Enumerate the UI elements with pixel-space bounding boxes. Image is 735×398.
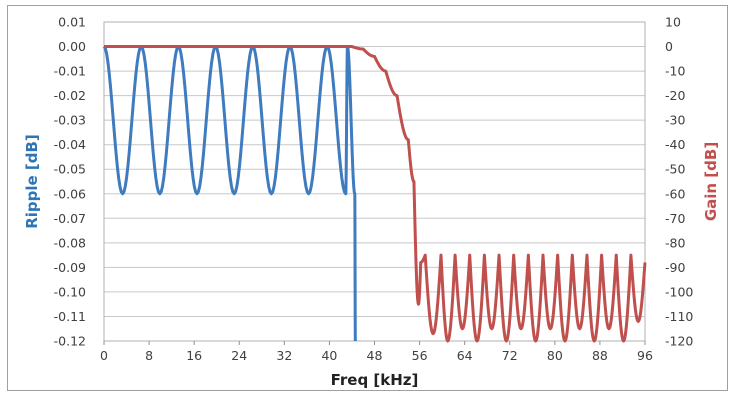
- left-tick-label: -0.04: [54, 137, 86, 152]
- left-axis-title: Ripple [dB]: [23, 134, 41, 229]
- right-tick-label: 0: [665, 39, 673, 54]
- x-axis-title: Freq [kHz]: [331, 371, 419, 389]
- right-tick-label: -10: [665, 64, 685, 79]
- x-axis-ticks: 0 8 16 24 32 40 48 56 64 72 80 88 96: [100, 341, 653, 363]
- left-tick-label: -0.12: [54, 334, 86, 349]
- x-tick-label: 24: [231, 348, 247, 363]
- left-tick-label: -0.08: [54, 235, 86, 250]
- left-tick-label: -0.11: [54, 309, 86, 324]
- right-tick-label: -50: [665, 162, 685, 177]
- right-axis-ticks: 10 0 -10 -20 -30 -40 -50 -60 -70 -80 -90 -100 -110 -1…: [665, 15, 693, 349]
- right-tick-label: 10: [665, 15, 681, 30]
- right-tick-label: -120: [665, 334, 693, 349]
- x-tick-label: 96: [637, 348, 653, 363]
- left-tick-label: -0.03: [54, 113, 86, 128]
- left-tick-label: 0.00: [58, 39, 86, 54]
- right-tick-label: -30: [665, 113, 685, 128]
- x-tick-label: 40: [321, 348, 337, 363]
- right-axis-title: Gain [dB]: [702, 142, 720, 221]
- left-tick-label: -0.07: [54, 211, 86, 226]
- right-tick-label: -70: [665, 211, 685, 226]
- right-tick-label: -20: [665, 88, 685, 103]
- right-tick-label: -80: [665, 235, 685, 250]
- x-tick-label: 56: [412, 348, 428, 363]
- x-tick-label: 8: [145, 348, 153, 363]
- left-tick-label: 0.01: [58, 15, 86, 30]
- right-tick-label: -60: [665, 186, 685, 201]
- series-layer: [102, 45, 647, 343]
- right-tick-label: -100: [665, 284, 693, 299]
- left-axis-ticks: 0.01 0.00 -0.01 -0.02 -0.03 -0.04 -0.05 -0.06 -0…: [54, 15, 86, 349]
- x-tick-label: 80: [547, 348, 563, 363]
- x-tick-label: 64: [457, 348, 473, 363]
- gain-line: [104, 45, 647, 343]
- x-tick-label: 16: [186, 348, 202, 363]
- right-tick-label: -110: [665, 309, 693, 324]
- x-tick-label: 88: [592, 348, 608, 363]
- left-tick-label: -0.09: [54, 260, 86, 275]
- right-tick-label: -40: [665, 137, 685, 152]
- x-tick-label: 32: [276, 348, 292, 363]
- left-tick-label: -0.02: [54, 88, 86, 103]
- x-tick-label: 48: [367, 348, 383, 363]
- grid: [104, 21, 645, 342]
- plot-area: [103, 21, 646, 342]
- right-tick-label: -90: [665, 260, 685, 275]
- left-tick-label: -0.06: [54, 186, 86, 201]
- x-tick-label: 72: [502, 348, 518, 363]
- left-tick-label: -0.01: [54, 64, 86, 79]
- x-tick-label: 0: [100, 348, 108, 363]
- left-tick-label: -0.05: [54, 162, 86, 177]
- left-tick-label: -0.10: [54, 284, 86, 299]
- gain-series: [104, 45, 647, 343]
